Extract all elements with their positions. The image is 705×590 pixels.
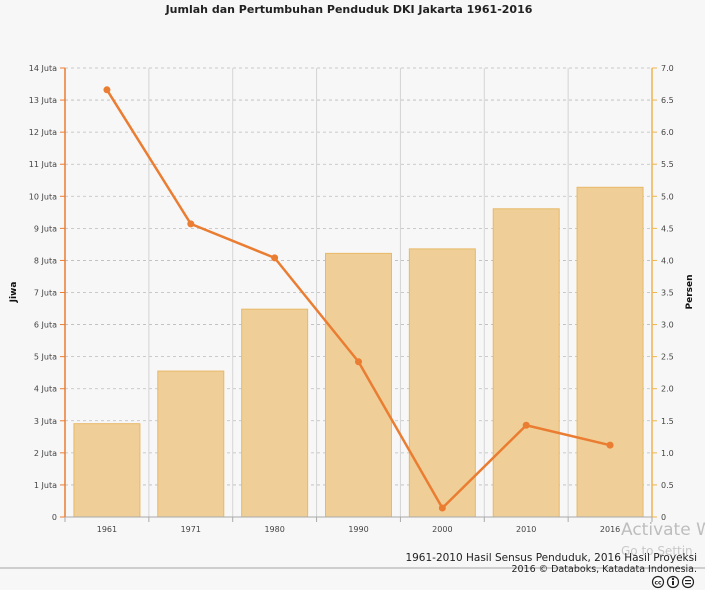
right-tick-label: 2.0 [661,385,674,394]
growth-point-1971 [187,220,195,228]
chart-title: Jumlah dan Pertumbuhan Penduduk DKI Jaka… [165,3,533,16]
left-tick-label: 13 Juta [29,96,57,105]
right-tick-label: 1.0 [661,449,674,458]
attribution-icon [666,575,680,589]
right-tick-label: 4.0 [661,256,674,265]
x-tick-label: 1971 [181,525,201,534]
left-tick-label: 6 Juta [34,321,57,330]
left-tick-label: 5 Juta [34,353,57,362]
right-tick-label: 2.5 [661,353,674,362]
svg-text:cc: cc [654,580,662,587]
axis-layer: 0 1 Juta 2 Juta 3 Juta 4 Juta 5 Juta 6 Juta 7 J… [29,64,674,534]
activate-windows-watermark: Activate W [621,520,705,540]
left-tick-label: 8 Juta [34,256,57,265]
right-tick-label: 4.5 [661,224,674,233]
line-layer [103,86,614,512]
x-tick-label: 1980 [264,525,284,534]
right-tick-label: 7.0 [661,64,674,73]
bar-1971 [157,370,225,518]
left-axis-title: Jiwa [9,282,19,304]
growth-point-1961 [103,86,111,94]
left-tick-label: 2 Juta [34,449,57,458]
x-tick-label: 1990 [348,525,368,534]
right-tick-label: 1.5 [661,417,674,426]
right-tick-label: 0.5 [661,481,674,490]
left-tick-label: 9 Juta [34,224,57,233]
activate-windows-watermark-sub: Go to Settin [621,544,693,558]
source-note: 1961-2010 Hasil Sensus Penduduk, 2016 Ha… [405,552,697,564]
right-tick-label: 5.5 [661,160,674,169]
bar-2010 [492,208,560,518]
growth-point-1980 [271,254,279,262]
right-tick-label: 0 [661,513,666,522]
bar-1961 [73,423,141,518]
left-tick-label: 10 Juta [29,192,57,201]
no-derivatives-icon [681,575,695,589]
left-tick-label: 4 Juta [34,385,57,394]
x-tick-label: 2010 [516,525,536,534]
bar-1980 [241,308,309,518]
bar-1990 [325,252,392,518]
right-tick-label: 3.5 [661,289,674,298]
copyright-note: 2016 © Databoks, Katadata Indonesia. [511,564,697,575]
growth-point-2010 [522,421,530,429]
growth-point-2000 [438,504,446,512]
right-tick-label: 6.0 [661,128,674,137]
left-tick-label: 0 [52,513,57,522]
bar-2000 [408,248,476,518]
bar-layer [73,186,644,518]
right-tick-label: 3.0 [661,321,674,330]
x-tick-label: 1961 [97,525,117,534]
x-tick-label: 2016 [600,525,620,534]
left-tick-label: 11 Juta [29,160,57,169]
cc-license-icon: cc [651,575,665,589]
right-tick-label: 6.5 [661,96,674,105]
left-tick-label: 3 Juta [34,417,57,426]
left-tick-label: 7 Juta [34,289,57,298]
growth-point-1990 [355,358,362,366]
left-tick-label: 12 Juta [29,128,57,137]
bar-2016 [576,186,644,518]
left-tick-label: 1 Juta [34,481,57,490]
growth-point-2016 [606,441,614,449]
left-tick-label: 14 Juta [29,64,57,73]
x-tick-label: 2000 [432,525,452,534]
right-axis-title: Persen [685,274,695,309]
right-tick-label: 5.0 [661,192,674,201]
